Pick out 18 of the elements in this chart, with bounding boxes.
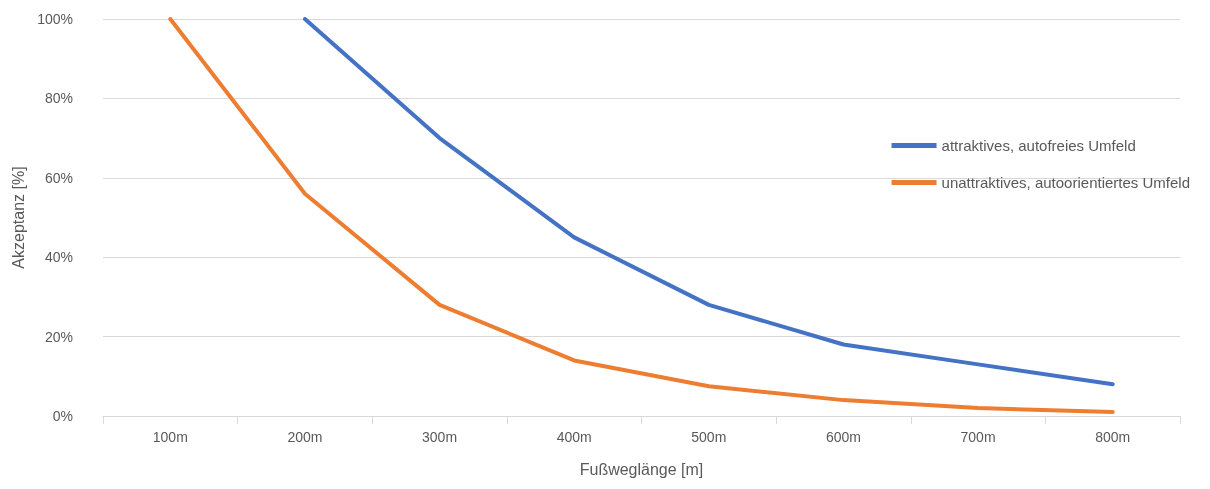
x-tick-label: 700m — [960, 429, 996, 445]
x-axis-title: Fußweglänge [m] — [579, 460, 704, 478]
x-tick-label: 500m — [691, 429, 727, 445]
x-tick-label: 600m — [825, 429, 861, 445]
x-tick-label: 300m — [422, 429, 458, 445]
y-axis-title: Akzeptanz [%] — [9, 166, 27, 269]
legend-label: unattraktives, autoorientiertes Umfeld — [941, 174, 1190, 191]
y-tick-label: 100% — [37, 11, 73, 27]
x-tick-label: 200m — [287, 429, 323, 445]
y-tick-label: 40% — [44, 249, 73, 266]
x-tick-label: 400m — [556, 429, 592, 445]
x-tick-label: 800m — [1095, 429, 1131, 445]
y-tick-label: 20% — [44, 328, 73, 345]
legend-label: attraktives, autofreies Umfeld — [941, 137, 1136, 154]
y-tick-label: 60% — [44, 169, 73, 186]
y-tick-label: 0% — [52, 408, 73, 424]
y-tick-label: 80% — [44, 90, 73, 107]
x-tick-label: 100m — [152, 429, 188, 445]
